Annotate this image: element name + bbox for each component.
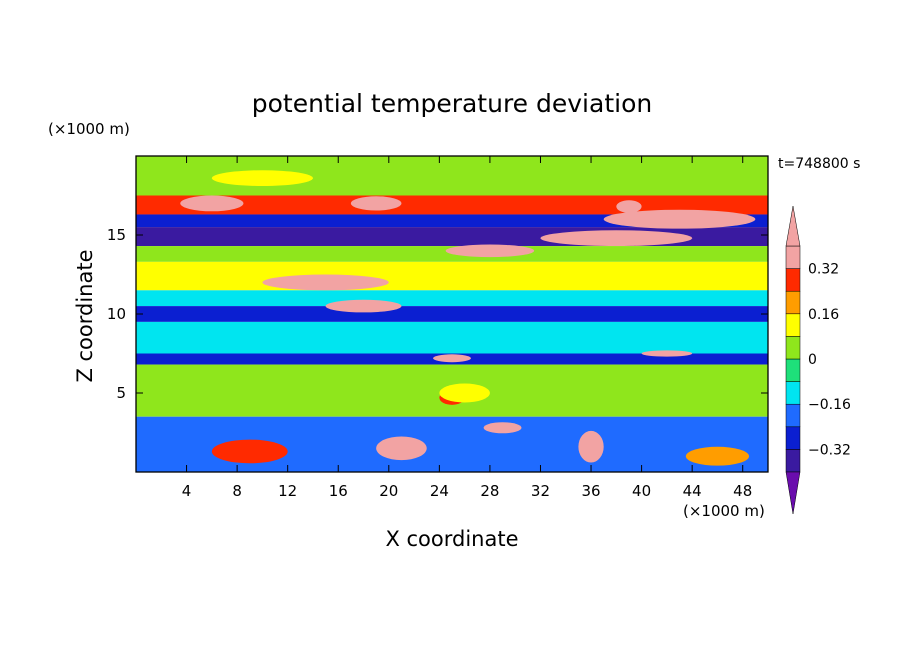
colorbar-swatch-6 xyxy=(785,313,801,337)
x-tick-label-48: 48 xyxy=(733,482,752,500)
field-feature-2 xyxy=(603,209,756,229)
field-feature-13 xyxy=(376,436,427,461)
colorbar-swatch-2 xyxy=(785,403,801,428)
y-axis-label: Z coordinate xyxy=(73,249,97,382)
colorbar-label-1: 0.16 xyxy=(808,307,839,323)
field-feature-15 xyxy=(211,439,288,464)
field-feature-5 xyxy=(445,244,535,258)
y-units-label: (×1000 m) xyxy=(48,120,130,138)
colorbar-swatch-0 xyxy=(785,449,801,473)
x-units-label: (×1000 m) xyxy=(683,502,765,520)
plot-area xyxy=(136,156,768,472)
colorbar-swatch-3 xyxy=(785,381,801,405)
x-tick-label-44: 44 xyxy=(683,482,702,500)
colorbar-extend-max xyxy=(785,205,801,247)
field-band-1 xyxy=(136,195,768,215)
field-feature-1 xyxy=(350,196,402,211)
x-tick-label-32: 32 xyxy=(531,482,550,500)
y-tick-label-15: 15 xyxy=(107,226,126,244)
field-feature-14 xyxy=(578,430,604,463)
y-axis: 5 10 15 xyxy=(107,226,768,402)
y-tick-label-10: 10 xyxy=(107,305,126,323)
x-tick-label-4: 4 xyxy=(182,482,192,500)
x-tick-label-16: 16 xyxy=(329,482,348,500)
colorbar: 0.32 0.16 0 −0.16 −0.32 xyxy=(785,205,851,515)
y-tick-label-5: 5 xyxy=(116,384,126,402)
colorbar-swatch-7 xyxy=(785,290,801,315)
colorbar-swatch-9 xyxy=(785,245,801,269)
x-tick-label-20: 20 xyxy=(379,482,398,500)
colorbar-extend-min xyxy=(785,471,801,515)
x-axis-label: X coordinate xyxy=(385,527,518,551)
x-tick-label-8: 8 xyxy=(232,482,242,500)
colorbar-label-4: −0.32 xyxy=(808,442,851,458)
field-feature-7 xyxy=(325,299,402,313)
field-band-7 xyxy=(136,306,768,322)
field-feature-6 xyxy=(262,274,389,291)
colorbar-label-2: 0 xyxy=(808,352,817,368)
field-feature-9 xyxy=(641,350,693,357)
colorbar-swatch-1 xyxy=(785,426,801,450)
field-feature-16 xyxy=(685,446,750,466)
colorbar-label-0: 0.32 xyxy=(808,262,839,278)
colorbar-swatch-8 xyxy=(785,268,801,292)
field-band-8 xyxy=(136,321,768,354)
field-feature-0 xyxy=(180,195,244,212)
x-tick-label-36: 36 xyxy=(581,482,600,500)
x-tick-label-28: 28 xyxy=(480,482,499,500)
field-feature-12 xyxy=(439,383,490,403)
x-tick-label-40: 40 xyxy=(632,482,651,500)
field-feature-17 xyxy=(483,422,522,434)
colorbar-swatch-4 xyxy=(785,358,801,382)
colorbar-swatch-5 xyxy=(785,336,801,360)
x-axis: 4 8 12 16 20 24 28 32 36 40 44 48 xyxy=(182,156,752,500)
x-tick-label-24: 24 xyxy=(430,482,449,500)
field-feature-8 xyxy=(433,354,471,363)
field-feature-11 xyxy=(211,170,313,187)
field-feature-4 xyxy=(540,230,693,247)
field-band-6 xyxy=(136,290,768,307)
chart-title: potential temperature deviation xyxy=(252,89,652,118)
x-tick-label-12: 12 xyxy=(278,482,297,500)
field-band-5 xyxy=(136,261,768,291)
field-feature-3 xyxy=(616,200,642,213)
colorbar-label-3: −0.16 xyxy=(808,397,851,413)
time-label: t=748800 s xyxy=(778,156,860,172)
